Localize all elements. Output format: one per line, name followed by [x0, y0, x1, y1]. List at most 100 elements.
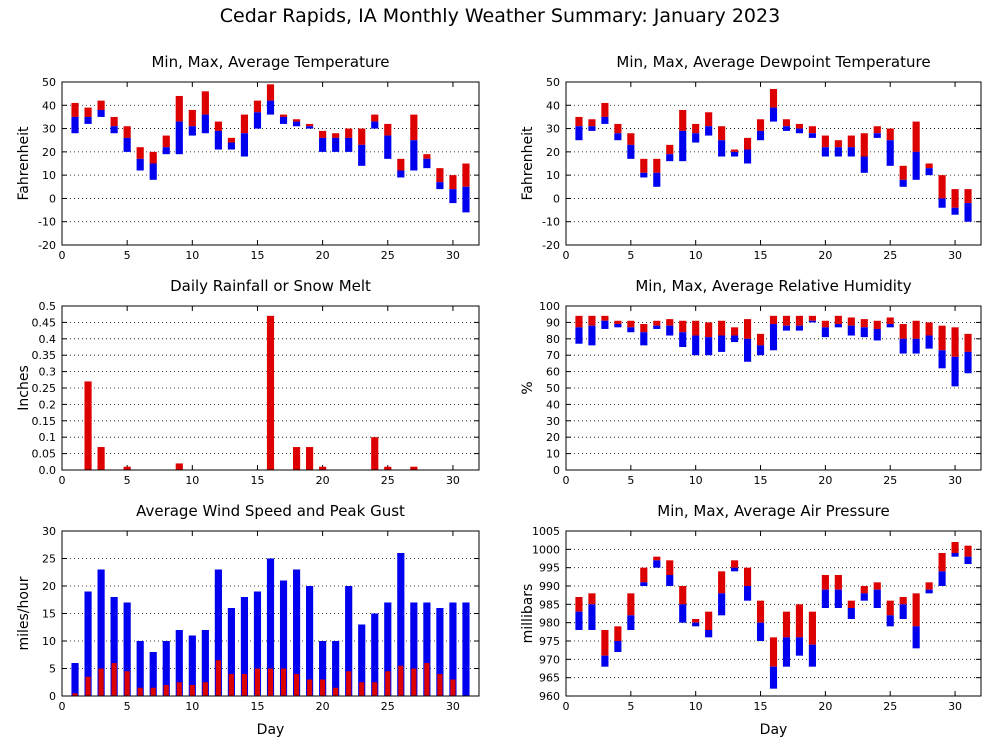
x-tick-label: 15 — [754, 700, 768, 713]
x-tick-label: 30 — [948, 249, 962, 262]
y-tick-label: 5 — [49, 663, 56, 676]
bar-lower — [653, 560, 661, 568]
x-tick-label: 25 — [883, 474, 897, 487]
bar-average — [124, 671, 130, 696]
bar-average — [215, 660, 221, 696]
y-tick-label: -10 — [38, 216, 56, 229]
bar-lower — [718, 593, 726, 616]
y-tick-label: 70 — [546, 349, 560, 362]
bar-upper — [462, 163, 470, 187]
bar-lower — [705, 630, 713, 638]
bar-lower — [860, 327, 868, 338]
bar-upper — [423, 154, 431, 159]
bar-lower — [834, 324, 842, 328]
bar-upper — [860, 133, 868, 157]
bar-upper — [873, 582, 881, 590]
chart-title: Min, Max, Average Dewpoint Temperature — [616, 53, 930, 71]
wind-chart: 0 5 10 15 20 25 30 0 5 10 15 20 25 30 Average Wind Spe… — [16, 502, 480, 738]
bar-lower — [588, 126, 596, 131]
chart-title: Min, Max, Average Air Pressure — [657, 502, 889, 520]
y-tick-label: -20 — [38, 239, 56, 252]
bar-peak-gust — [240, 597, 249, 696]
bar-average — [202, 682, 208, 696]
bar-lower — [692, 133, 700, 143]
bar-lower — [449, 189, 457, 204]
bar-lower — [462, 186, 470, 213]
bar-average — [150, 687, 156, 696]
bar-upper — [821, 135, 829, 148]
bar-upper — [743, 137, 752, 150]
x-tick-label: 30 — [446, 700, 460, 713]
bar-lower — [938, 350, 946, 369]
bar-lower — [575, 126, 583, 141]
bar-upper — [588, 119, 596, 127]
bar-lower — [358, 144, 366, 166]
bar-upper — [756, 600, 765, 623]
bar-upper — [769, 637, 778, 667]
bar-lower — [136, 158, 144, 171]
bar-upper — [575, 315, 583, 328]
bar-upper — [384, 123, 392, 136]
y-tick-label: 965 — [539, 672, 560, 685]
bar-upper — [964, 545, 972, 557]
bar-average — [241, 674, 248, 696]
y-tick-label: 30 — [546, 123, 560, 136]
bar-upper — [795, 604, 804, 638]
bar-lower — [575, 327, 583, 344]
y-tick-label: 985 — [539, 598, 560, 611]
bar-upper — [808, 611, 816, 645]
bar — [371, 437, 379, 470]
bar-upper — [136, 147, 144, 159]
x-tick-label: 20 — [818, 700, 832, 713]
bar-upper — [371, 114, 379, 122]
bar-lower — [666, 154, 674, 162]
y-tick-label: 0.0 — [39, 464, 57, 477]
bar-lower — [860, 593, 868, 601]
bar-lower — [951, 356, 959, 387]
bar-upper — [899, 597, 907, 605]
bar-average — [98, 668, 104, 696]
bar-average — [293, 674, 300, 696]
bar-upper — [653, 556, 661, 561]
bar-lower — [201, 114, 209, 134]
bar-lower — [886, 140, 894, 166]
bar-peak-gust — [214, 569, 222, 696]
bar-average — [111, 663, 117, 696]
y-tick-label: 30 — [42, 123, 56, 136]
bar-upper — [175, 95, 183, 122]
bar-lower — [886, 615, 894, 627]
bar-lower — [743, 338, 752, 362]
bar — [292, 447, 301, 470]
x-axis-label: Day — [760, 722, 788, 738]
bar-upper — [575, 116, 583, 127]
bar-lower — [756, 622, 765, 641]
bar-average — [359, 682, 365, 696]
bar-upper — [731, 149, 739, 152]
bar-upper — [964, 189, 972, 204]
y-tick-label: 975 — [539, 635, 560, 648]
bar-lower — [123, 137, 131, 152]
y-tick-label: 50 — [42, 76, 56, 89]
y-tick-label: 0.5 — [39, 300, 57, 313]
bar-lower — [821, 147, 829, 157]
bar-peak-gust — [332, 641, 340, 696]
x-tick-label: 5 — [627, 474, 634, 487]
x-tick-label: 0 — [59, 474, 66, 487]
bar-average — [267, 668, 274, 696]
bar-average — [137, 687, 143, 696]
bar-upper — [795, 123, 804, 129]
bar-lower — [860, 156, 868, 173]
bar-peak-gust — [253, 591, 262, 696]
x-tick-label: 30 — [446, 249, 460, 262]
bar-upper — [71, 102, 79, 117]
bar-average — [346, 671, 352, 696]
bar-upper — [449, 175, 457, 190]
bar-lower — [795, 325, 804, 331]
bar-upper — [436, 168, 444, 183]
bar-lower — [653, 172, 661, 187]
bar-upper — [214, 121, 222, 131]
y-tick-label: 10 — [546, 169, 560, 182]
bar-average — [385, 671, 391, 696]
bar-average — [85, 676, 91, 696]
